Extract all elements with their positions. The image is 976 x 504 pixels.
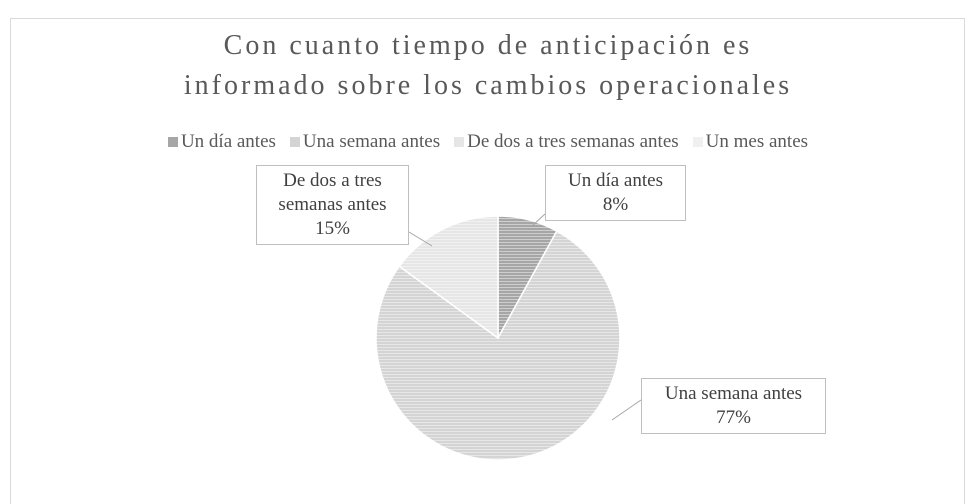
legend-swatch <box>289 137 300 147</box>
data-label-category: Una semana antes <box>664 383 803 404</box>
legend-swatch <box>454 137 465 147</box>
legend-label: Una semana antes <box>302 131 441 152</box>
legend-label: Un día antes <box>180 131 276 152</box>
leader-line <box>531 213 546 227</box>
legend-item: Una semana antes <box>289 131 441 153</box>
data-label: Un día antes 8% <box>545 165 686 221</box>
legend-item: Un día antes <box>167 131 276 153</box>
pie-slice <box>398 215 499 340</box>
data-label-category: De dos a tres semanas antes <box>278 170 387 215</box>
legend-swatch <box>167 137 178 147</box>
data-label-category: Un día antes <box>568 170 663 191</box>
data-label-value: 8% <box>602 194 629 215</box>
pie-slice <box>375 230 621 461</box>
legend: Un día antes Una semana antes De dos a tre… <box>0 131 976 153</box>
legend-swatch <box>692 137 703 147</box>
chart-title: informado sobre los cambios operacionale… <box>183 70 793 101</box>
data-label: Una semana antes 77% <box>641 378 826 434</box>
data-label-value: 15% <box>315 218 350 239</box>
legend-item: Un mes antes <box>692 131 809 153</box>
legend-label: De dos a tres semanas antes <box>467 131 679 152</box>
data-label: De dos a tres semanas antes 15% <box>256 165 409 245</box>
legend-item: De dos a tres semanas antes <box>454 131 679 153</box>
leader-line <box>611 399 642 421</box>
chart-frame <box>10 18 965 504</box>
leader-line <box>408 231 433 247</box>
data-label-value: 77% <box>716 407 751 428</box>
legend-label: Un mes antes <box>705 131 809 152</box>
chart-title: Con cuanto tiempo de anticipación es <box>223 30 753 61</box>
